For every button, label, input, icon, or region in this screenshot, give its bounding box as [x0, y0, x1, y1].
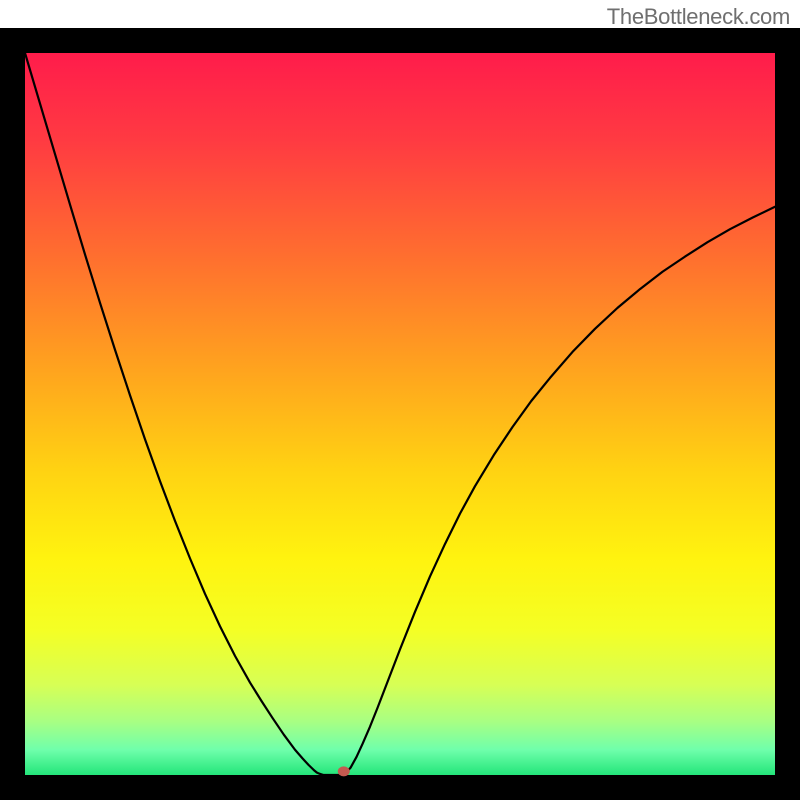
chart-container: TheBottleneck.com	[0, 0, 800, 800]
frame-bottom	[0, 775, 800, 800]
bottleneck-chart	[0, 0, 800, 800]
frame-right	[775, 28, 800, 800]
frame-left	[0, 28, 25, 800]
frame-top	[0, 28, 800, 53]
optimum-marker	[338, 766, 350, 776]
watermark-text: TheBottleneck.com	[607, 4, 790, 30]
